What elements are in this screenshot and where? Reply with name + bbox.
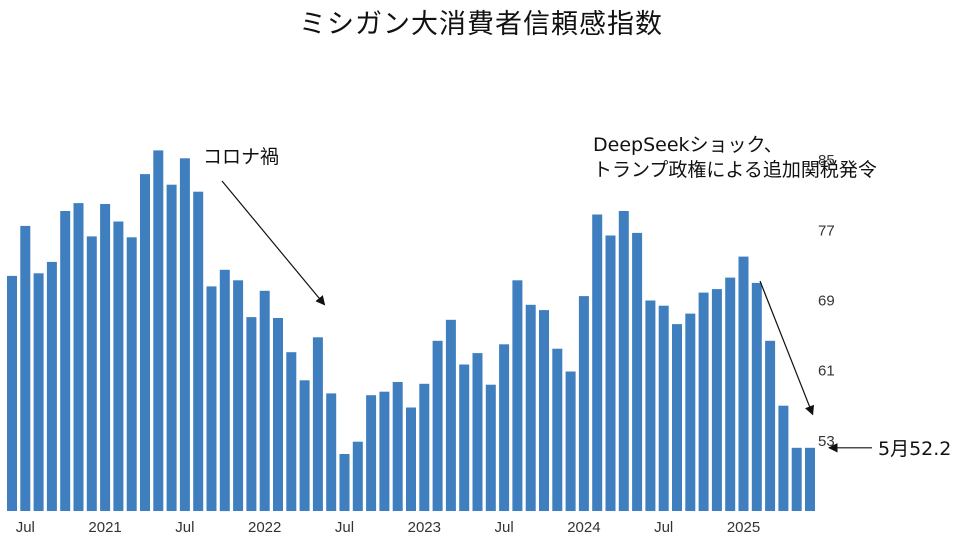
chart-title: ミシガン大消費者信頼感指数	[299, 9, 663, 40]
bar	[286, 352, 297, 511]
bar	[273, 318, 283, 511]
bar	[685, 313, 696, 511]
bar	[7, 275, 17, 511]
x-tick-label: 2022	[248, 519, 281, 536]
bar	[552, 348, 563, 511]
bar	[73, 203, 84, 511]
x-tick-label: 2024	[567, 519, 600, 536]
bar	[725, 277, 736, 511]
x-tick-label: 2021	[88, 519, 121, 536]
bar	[233, 280, 244, 511]
bar	[299, 380, 310, 511]
annotation-text: コロナ禍	[203, 146, 279, 168]
bar	[312, 337, 323, 511]
y-tick-label: 61	[818, 363, 835, 380]
bar	[33, 273, 44, 511]
bar	[140, 174, 150, 511]
x-tick-label: Jul	[495, 519, 514, 536]
bar	[499, 344, 510, 511]
bar	[472, 353, 483, 511]
last-value-label: 5月52.2	[878, 438, 951, 460]
bar	[751, 282, 762, 511]
bar	[578, 296, 589, 511]
bar	[113, 221, 124, 511]
x-tick-label: Jul	[16, 519, 35, 536]
y-tick-label: 85	[818, 152, 835, 169]
annotation-text: トランプ政権による追加関税発令	[593, 159, 877, 181]
bar	[485, 384, 496, 511]
bar	[406, 407, 416, 511]
bar	[632, 232, 643, 511]
bar	[246, 317, 257, 511]
bar	[605, 235, 616, 511]
bar	[459, 364, 470, 511]
annotation-arrow	[759, 280, 814, 416]
bar	[100, 204, 111, 511]
x-tick-label: Jul	[175, 519, 194, 536]
bar	[166, 184, 177, 511]
bar	[618, 211, 629, 511]
bar	[259, 290, 270, 511]
bar	[352, 441, 363, 511]
bar	[778, 405, 789, 511]
bar	[565, 371, 576, 511]
bar	[645, 300, 656, 511]
bar	[366, 395, 377, 511]
bar	[179, 158, 190, 512]
bar	[60, 211, 71, 511]
bar	[698, 292, 709, 511]
bar	[153, 150, 164, 511]
x-tick-label: 2025	[727, 519, 760, 536]
bar	[765, 340, 776, 511]
bar	[20, 225, 31, 511]
bar	[432, 340, 443, 511]
annotation-arrow	[221, 180, 326, 306]
x-tick-label: Jul	[654, 519, 673, 536]
bar	[658, 305, 669, 511]
x-tick-label: 2023	[408, 519, 441, 536]
annotations: コロナ禍 DeepSeekショック、トランプ政権による追加関税発令 5月52.2	[203, 134, 951, 460]
annotation-text: DeepSeekショック、	[593, 134, 783, 156]
bar	[419, 383, 430, 511]
x-tick-label: Jul	[335, 519, 354, 536]
bar	[805, 447, 815, 511]
bar	[339, 454, 350, 511]
bar	[219, 269, 230, 512]
bar	[738, 256, 749, 511]
bar	[592, 214, 603, 511]
bar	[206, 286, 217, 511]
bar	[126, 237, 137, 512]
bar	[46, 261, 57, 511]
bar	[512, 280, 523, 511]
bar	[711, 289, 722, 511]
bar	[791, 447, 802, 511]
bar	[392, 382, 403, 511]
y-tick-label: 77	[818, 222, 835, 239]
bar	[445, 319, 456, 511]
bar	[672, 324, 682, 511]
bar	[326, 393, 337, 511]
bar-series	[7, 150, 815, 512]
y-tick-label: 69	[818, 293, 835, 310]
bar	[193, 191, 204, 511]
bar	[86, 236, 97, 511]
x-axis-labels: Jul 2021 Jul 2022 Jul 2023 Jul 2024 Jul 2025	[16, 519, 760, 536]
bar	[539, 310, 549, 511]
bar	[525, 304, 536, 511]
bar	[379, 391, 390, 511]
